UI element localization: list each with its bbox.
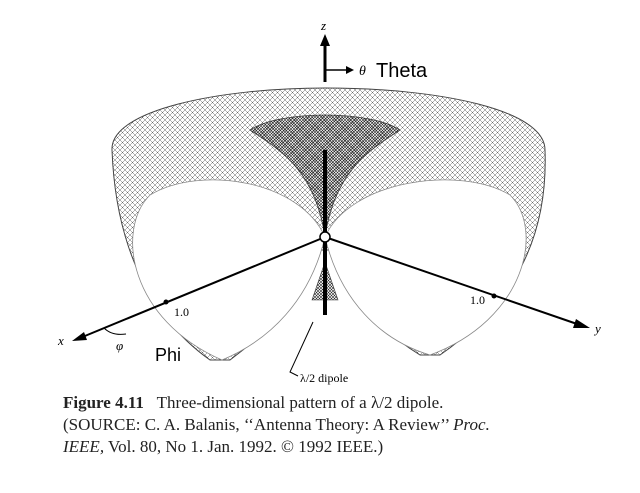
- y-axis: [324, 236, 581, 326]
- source-italic: IEEE,: [63, 437, 105, 456]
- theta-label: Theta: [376, 60, 428, 82]
- source-italic: Proc.: [453, 415, 490, 434]
- origin: [319, 231, 331, 243]
- x-arrow: [72, 332, 87, 341]
- dipole-leader: [289, 321, 314, 377]
- cutaway-right: [324, 179, 527, 356]
- figure: z θ Theta x y 1.0 1.0 φ Phi λ/2 dipole: [57, 18, 601, 385]
- caption: Figure 4.11 Three-dimensional pattern of…: [63, 392, 623, 458]
- caption-line: (SOURCE: C. A. Balanis, ‘‘Antenna Theory…: [63, 414, 623, 436]
- phi-symbol: φ: [116, 338, 123, 353]
- y-arrow: [573, 319, 590, 328]
- figure-title: Three-dimensional pattern of a λ/2 dipol…: [156, 393, 444, 412]
- y-mark-label: 1.0: [470, 293, 485, 307]
- x-mark-dot: [163, 299, 169, 305]
- source-text: (SOURCE: C. A. Balanis, ‘‘Antenna Theory…: [63, 415, 449, 434]
- y-label: y: [593, 321, 601, 336]
- phi-arc: [103, 327, 127, 335]
- theta-arrow: [346, 66, 354, 74]
- x-label: x: [57, 333, 64, 348]
- caption-line: Figure 4.11 Three-dimensional pattern of…: [63, 392, 623, 414]
- figure-number: Figure 4.11: [63, 393, 144, 412]
- caption-line: IEEE, Vol. 80, No 1. Jan. 1992. © 1992 I…: [63, 436, 623, 458]
- y-mark-dot: [491, 293, 497, 299]
- z-label: z: [320, 18, 326, 33]
- x-axis: [79, 236, 326, 339]
- z-arrow: [320, 34, 330, 46]
- cutaway-left: [132, 179, 326, 361]
- phi-label: Phi: [155, 345, 181, 365]
- dipole-label: λ/2 dipole: [300, 371, 348, 385]
- source-text: Vol. 80, No 1. Jan. 1992. © 1992 IEEE.): [108, 437, 384, 456]
- x-mark-label: 1.0: [174, 305, 189, 319]
- theta-symbol: θ: [359, 64, 366, 79]
